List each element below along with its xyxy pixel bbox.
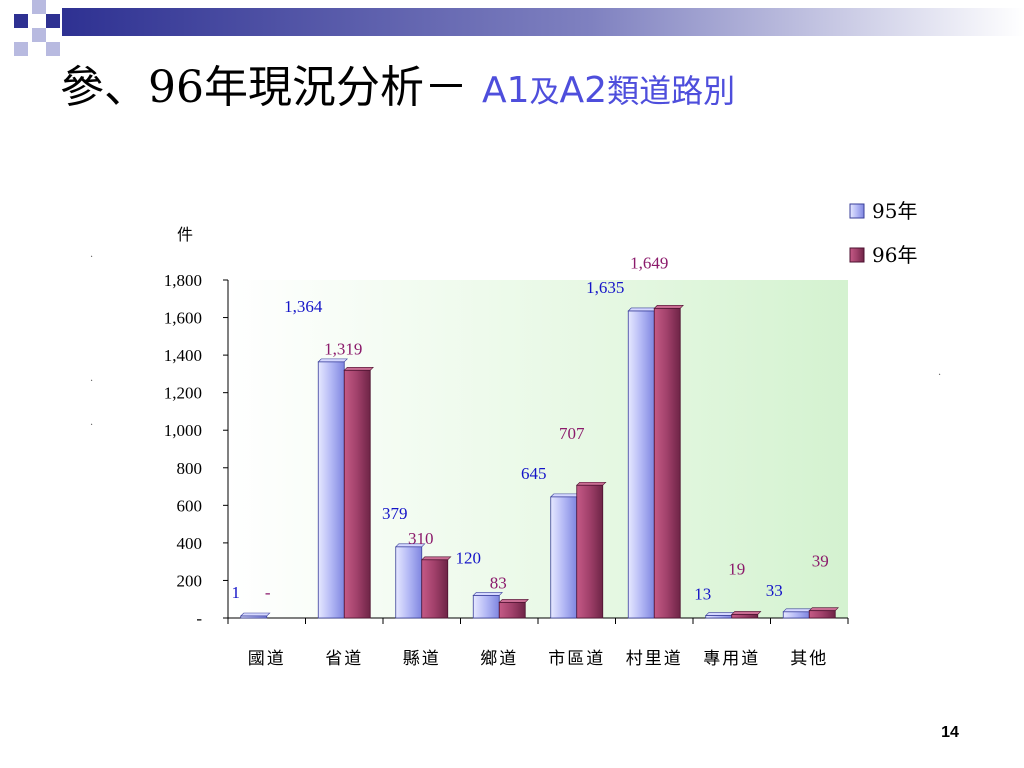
slide-number: 14 — [941, 724, 959, 741]
bar-series1 — [240, 615, 268, 619]
slide-title: 參、96年現況分析－ A1及A2類道路別 — [60, 58, 735, 123]
y-tick-label: 1,400 — [164, 346, 202, 365]
legend-label-series1: 95年 — [872, 199, 917, 223]
data-label-series1: 1 — [232, 583, 241, 602]
bar-series1 — [705, 615, 733, 619]
bar-top-series1 — [240, 612, 271, 617]
bar-series1 — [627, 310, 655, 619]
bar-top-series2 — [498, 599, 529, 603]
data-label-series2: 39 — [812, 552, 829, 571]
x-tick-label: 國道 — [248, 649, 286, 669]
deco-square — [32, 0, 46, 14]
speck-mark: · — [90, 420, 94, 431]
speck-mark: · — [938, 370, 942, 381]
title-sub-a2: A2 — [559, 70, 608, 111]
legend-swatch-series2 — [849, 247, 865, 263]
bar-series1 — [550, 496, 578, 619]
slide-title-main: 參、96年現況分析－ — [60, 62, 468, 113]
title-sub-rest: 類道路別 — [607, 72, 736, 110]
bar-series2 — [808, 610, 836, 619]
data-label-series2: 1,319 — [324, 339, 362, 358]
x-tick-label: 村里道 — [626, 649, 683, 669]
data-label-series1: 120 — [456, 548, 482, 567]
slide-title-sub: A1及A2類道路別 — [482, 70, 735, 111]
data-label-series2: 19 — [728, 559, 745, 578]
data-label-series2: - — [265, 583, 271, 602]
bar-top-series2 — [421, 556, 452, 561]
bar-top-series2 — [343, 367, 374, 371]
data-label-series1: 379 — [382, 504, 408, 523]
bar-top-series2 — [576, 481, 607, 486]
bar-series2 — [653, 307, 681, 619]
bar-top-series1 — [472, 592, 503, 596]
deco-square — [14, 42, 28, 56]
deco-square — [46, 14, 60, 28]
bar-top-series1 — [550, 493, 581, 498]
x-tick-label: 鄉道 — [480, 649, 518, 669]
title-sub-a1: A1 — [482, 70, 530, 111]
bar-top-series2 — [808, 607, 839, 611]
legend-swatch-series1 — [849, 203, 865, 219]
bar-series1 — [782, 611, 810, 619]
speck-mark: · — [90, 376, 94, 387]
bar-series2 — [498, 602, 526, 619]
x-tick-label: 省道 — [325, 649, 363, 669]
x-tick-label: 縣道 — [403, 649, 441, 669]
data-label-series1: 1,635 — [586, 278, 624, 297]
y-tick-label: 800 — [177, 459, 203, 478]
bar-top-series1 — [782, 608, 813, 613]
header-gradient-bar — [62, 8, 1024, 36]
x-tick-label: 專用道 — [703, 649, 760, 669]
bar-top-series2 — [731, 611, 762, 615]
bar-series1 — [395, 546, 423, 619]
data-label-series1: 13 — [694, 585, 711, 604]
bar-top-series1 — [705, 612, 736, 616]
y-tick-label: - — [196, 609, 202, 628]
bar-series1 — [472, 595, 500, 619]
y-tick-label: 1,200 — [164, 384, 202, 403]
data-label-series2: 707 — [559, 424, 585, 443]
deco-square — [46, 42, 60, 56]
data-label-series2: 1,649 — [630, 253, 668, 272]
bar-top-series1 — [627, 307, 658, 312]
data-label-series1: 33 — [766, 581, 783, 600]
title-sub-and: 及 — [529, 75, 560, 110]
y-tick-label: 200 — [177, 571, 203, 590]
x-tick-label: 市區道 — [548, 649, 605, 669]
data-label-series1: 645 — [521, 464, 547, 483]
deco-square — [14, 14, 28, 28]
y-tick-label: 1,000 — [164, 421, 202, 440]
bar-series2 — [576, 484, 604, 619]
y-tick-label: 1,600 — [164, 309, 202, 328]
data-label-series2: 310 — [408, 529, 434, 548]
legend-label-series2: 96年 — [872, 243, 917, 267]
x-tick-label: 其他 — [790, 649, 828, 669]
bar-series2 — [421, 559, 449, 619]
bar-series2 — [343, 369, 371, 619]
y-axis-label: 件 — [177, 225, 193, 244]
y-tick-label: 1,800 — [164, 271, 202, 290]
bar-top-series2 — [653, 305, 684, 309]
data-label-series1: 1,364 — [284, 297, 323, 316]
deco-square — [32, 28, 46, 42]
bar-top-series1 — [317, 358, 348, 363]
speck-mark: · — [90, 252, 94, 263]
data-label-series2: 83 — [490, 573, 507, 592]
bar-series1 — [317, 361, 345, 619]
bar-series2 — [731, 614, 759, 619]
y-tick-label: 400 — [177, 534, 203, 553]
y-tick-label: 600 — [177, 496, 203, 515]
